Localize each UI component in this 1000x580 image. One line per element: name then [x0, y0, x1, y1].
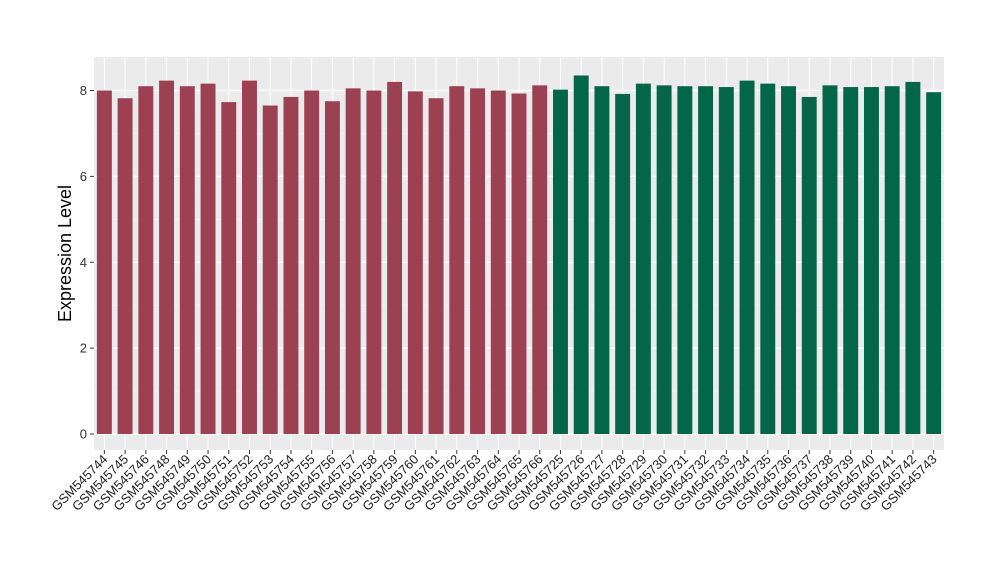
y-tick-label: 0 — [80, 427, 87, 442]
y-axis-title: Expression Level — [55, 185, 75, 322]
bar — [926, 92, 942, 434]
bar — [573, 75, 589, 435]
bar — [221, 102, 237, 434]
bar — [242, 80, 257, 434]
bar — [470, 88, 485, 435]
bar — [96, 90, 112, 434]
bar — [304, 90, 320, 434]
bar — [490, 90, 506, 434]
bar — [822, 85, 838, 434]
bar — [324, 101, 340, 434]
bar — [884, 86, 900, 435]
bar — [262, 105, 278, 434]
bars — [96, 75, 942, 435]
bar — [760, 83, 776, 434]
bar — [387, 81, 403, 434]
bar — [698, 86, 714, 435]
bar — [449, 86, 465, 435]
bar — [635, 83, 651, 434]
bar — [718, 87, 734, 434]
bar — [553, 89, 568, 435]
bar — [801, 96, 817, 435]
y-axis: 0 2 4 6 8 — [80, 83, 94, 442]
bar — [905, 81, 921, 434]
bar — [843, 87, 859, 434]
y-tick-label: 6 — [80, 169, 87, 184]
bar — [179, 86, 195, 435]
bar — [117, 98, 133, 434]
bar — [428, 98, 444, 434]
bar — [781, 86, 796, 435]
bar — [200, 83, 216, 434]
bar — [532, 85, 548, 434]
bar — [511, 93, 527, 435]
bar — [863, 87, 879, 434]
bar — [615, 93, 631, 434]
bar — [283, 96, 299, 435]
y-tick-label: 2 — [80, 341, 87, 356]
y-tick-label: 4 — [80, 255, 87, 270]
bar — [677, 86, 693, 435]
y-tick-label: 8 — [80, 83, 87, 98]
bar — [159, 80, 175, 434]
bar — [656, 85, 672, 434]
bar — [594, 86, 610, 435]
x-axis: GSM545744GSM545745GSM545746GSM545748GSM5… — [48, 450, 940, 514]
bar — [345, 88, 361, 435]
bar — [366, 90, 382, 434]
bar — [407, 91, 423, 434]
bar — [138, 86, 154, 435]
bar — [739, 80, 755, 434]
